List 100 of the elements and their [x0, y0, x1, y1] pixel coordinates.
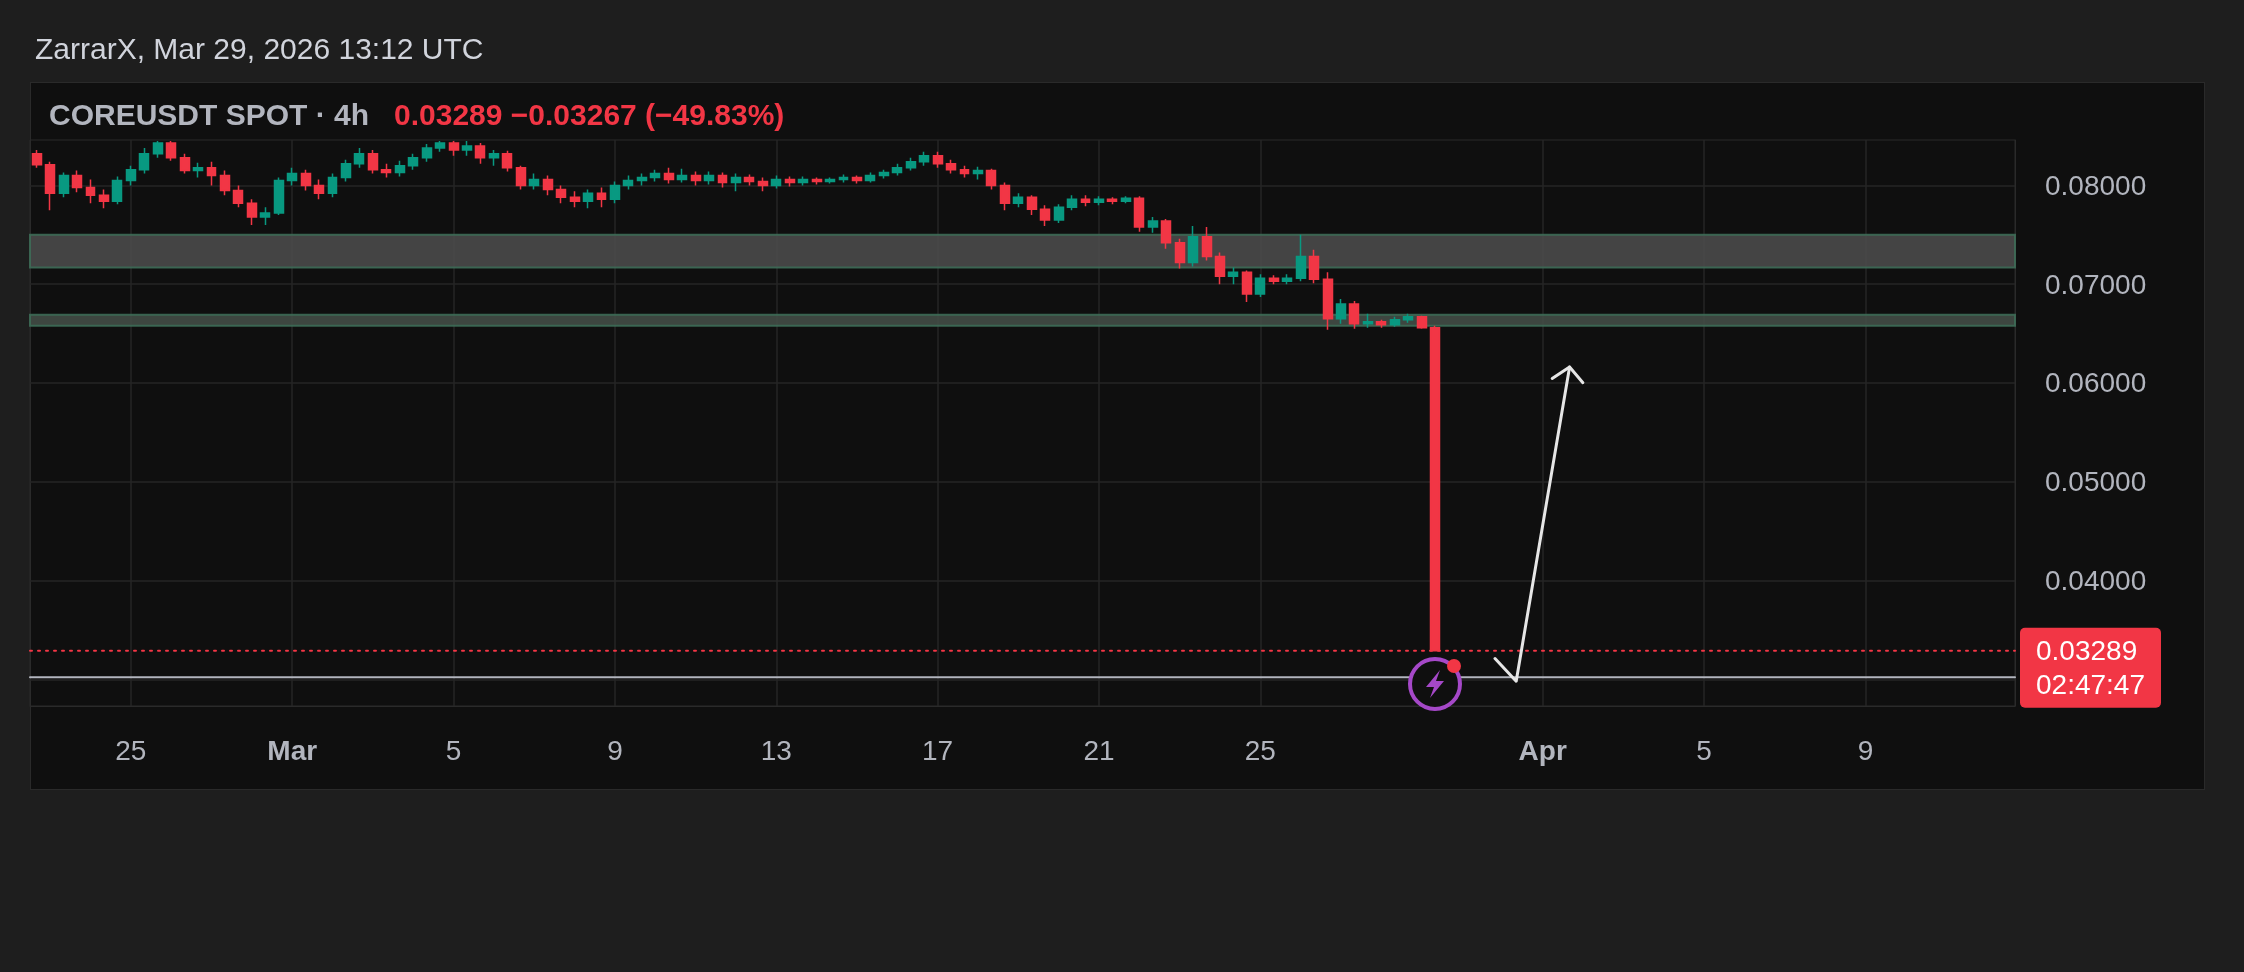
candlestick — [528, 172, 540, 191]
candlestick — [1201, 226, 1213, 262]
candlestick — [407, 153, 419, 171]
candlestick — [340, 159, 352, 183]
candlestick — [1348, 300, 1360, 330]
candlestick — [864, 171, 876, 184]
candlestick — [932, 151, 944, 169]
candlestick — [1241, 269, 1253, 303]
y-tick-label: 0.07000 — [2045, 268, 2147, 300]
candlestick — [1066, 194, 1078, 211]
candlestick — [1254, 273, 1266, 298]
x-tick-label: 13 — [760, 734, 792, 766]
candlestick — [999, 181, 1011, 211]
candlestick — [905, 157, 917, 172]
ref-line-label: 0.03289 02:47:47 — [2036, 635, 2145, 701]
candlestick — [690, 170, 702, 187]
x-tick-label: 17 — [922, 734, 954, 766]
candlestick — [582, 188, 594, 209]
candlestick — [71, 169, 83, 194]
candlestick — [703, 170, 715, 186]
candlestick — [676, 167, 688, 184]
candlestick — [797, 175, 809, 187]
candlestick — [757, 176, 769, 193]
x-tick-label: 21 — [1083, 734, 1115, 766]
candlestick — [1160, 218, 1172, 250]
candlestick — [327, 172, 338, 199]
candlestick — [1335, 298, 1347, 325]
candlestick — [300, 168, 312, 192]
candlestick — [717, 171, 728, 189]
y-tick-label: 0.04000 — [2045, 565, 2147, 597]
candlestick — [125, 164, 137, 187]
candlestick — [501, 150, 513, 173]
candlestick — [1174, 238, 1186, 270]
candlestick — [622, 174, 634, 191]
candlestick — [1039, 204, 1051, 227]
candlestick — [1093, 195, 1105, 206]
candlestick — [1080, 194, 1091, 207]
candlestick — [1402, 313, 1414, 324]
candlestick — [1133, 195, 1145, 233]
candlestick — [1012, 192, 1024, 208]
candlestick — [1308, 248, 1320, 284]
candlestick — [421, 143, 433, 163]
candlestick — [1227, 266, 1239, 285]
candlestick — [972, 165, 984, 181]
candlestick — [98, 188, 110, 209]
candlestick — [138, 147, 150, 175]
candlestick — [192, 161, 204, 179]
candlestick — [1026, 194, 1038, 216]
candlestick — [851, 174, 863, 185]
candlestick — [394, 159, 406, 178]
candlestick — [569, 190, 581, 208]
candlestick — [44, 160, 56, 211]
candlestick — [488, 149, 500, 167]
candlestick — [111, 175, 123, 205]
candlestick — [784, 175, 796, 188]
candlestick — [555, 184, 567, 204]
x-tick-label: Apr — [1518, 734, 1567, 766]
candlestick — [380, 162, 392, 179]
candlestick — [1375, 319, 1387, 329]
candlestick — [1281, 273, 1293, 285]
candlestick — [219, 169, 231, 197]
candlestick — [1416, 315, 1428, 330]
candlestick — [474, 142, 486, 165]
candlestick — [31, 149, 43, 169]
candlestick — [286, 166, 298, 187]
y-tick-label: 0.06000 — [2045, 367, 2147, 399]
candlestick — [1214, 251, 1226, 285]
candlestick — [770, 174, 782, 190]
candlestick — [273, 176, 285, 216]
x-tick-label: 9 — [1857, 734, 1874, 766]
x-tick-label: 9 — [607, 734, 623, 766]
candlestick — [165, 140, 177, 162]
candlestick — [1268, 274, 1280, 285]
candlestick — [959, 164, 970, 179]
candlestick — [434, 140, 446, 153]
candlestick — [1389, 316, 1401, 328]
candlestick — [515, 164, 527, 191]
candlestick — [461, 140, 473, 157]
candlestick — [448, 140, 460, 157]
candlestick — [1187, 225, 1199, 268]
candlestick — [246, 198, 258, 226]
chart-subtitle: 0.03289 −0.03267 (−49.83%) — [394, 97, 785, 131]
candlestick — [609, 180, 621, 204]
candlestick — [232, 184, 244, 208]
y-tick-label: 0.05000 — [2045, 466, 2147, 498]
candlestick — [152, 140, 164, 159]
x-tick-label: 25 — [1244, 734, 1276, 766]
candlestick — [1053, 203, 1065, 224]
candlestick — [58, 171, 70, 199]
candlestick — [1322, 271, 1334, 331]
candlestick — [313, 178, 325, 201]
x-tick-label: 25 — [115, 734, 147, 766]
y-tick-label: 0.08000 — [2045, 169, 2147, 201]
candlestick — [985, 167, 997, 191]
candlestick — [1362, 313, 1374, 329]
x-tick-label: 5 — [445, 734, 462, 766]
candlestick — [259, 206, 271, 226]
chart-title: COREUSDT SPOT · 4h — [49, 97, 370, 131]
candlestick — [918, 151, 930, 167]
candlestick — [179, 153, 191, 175]
